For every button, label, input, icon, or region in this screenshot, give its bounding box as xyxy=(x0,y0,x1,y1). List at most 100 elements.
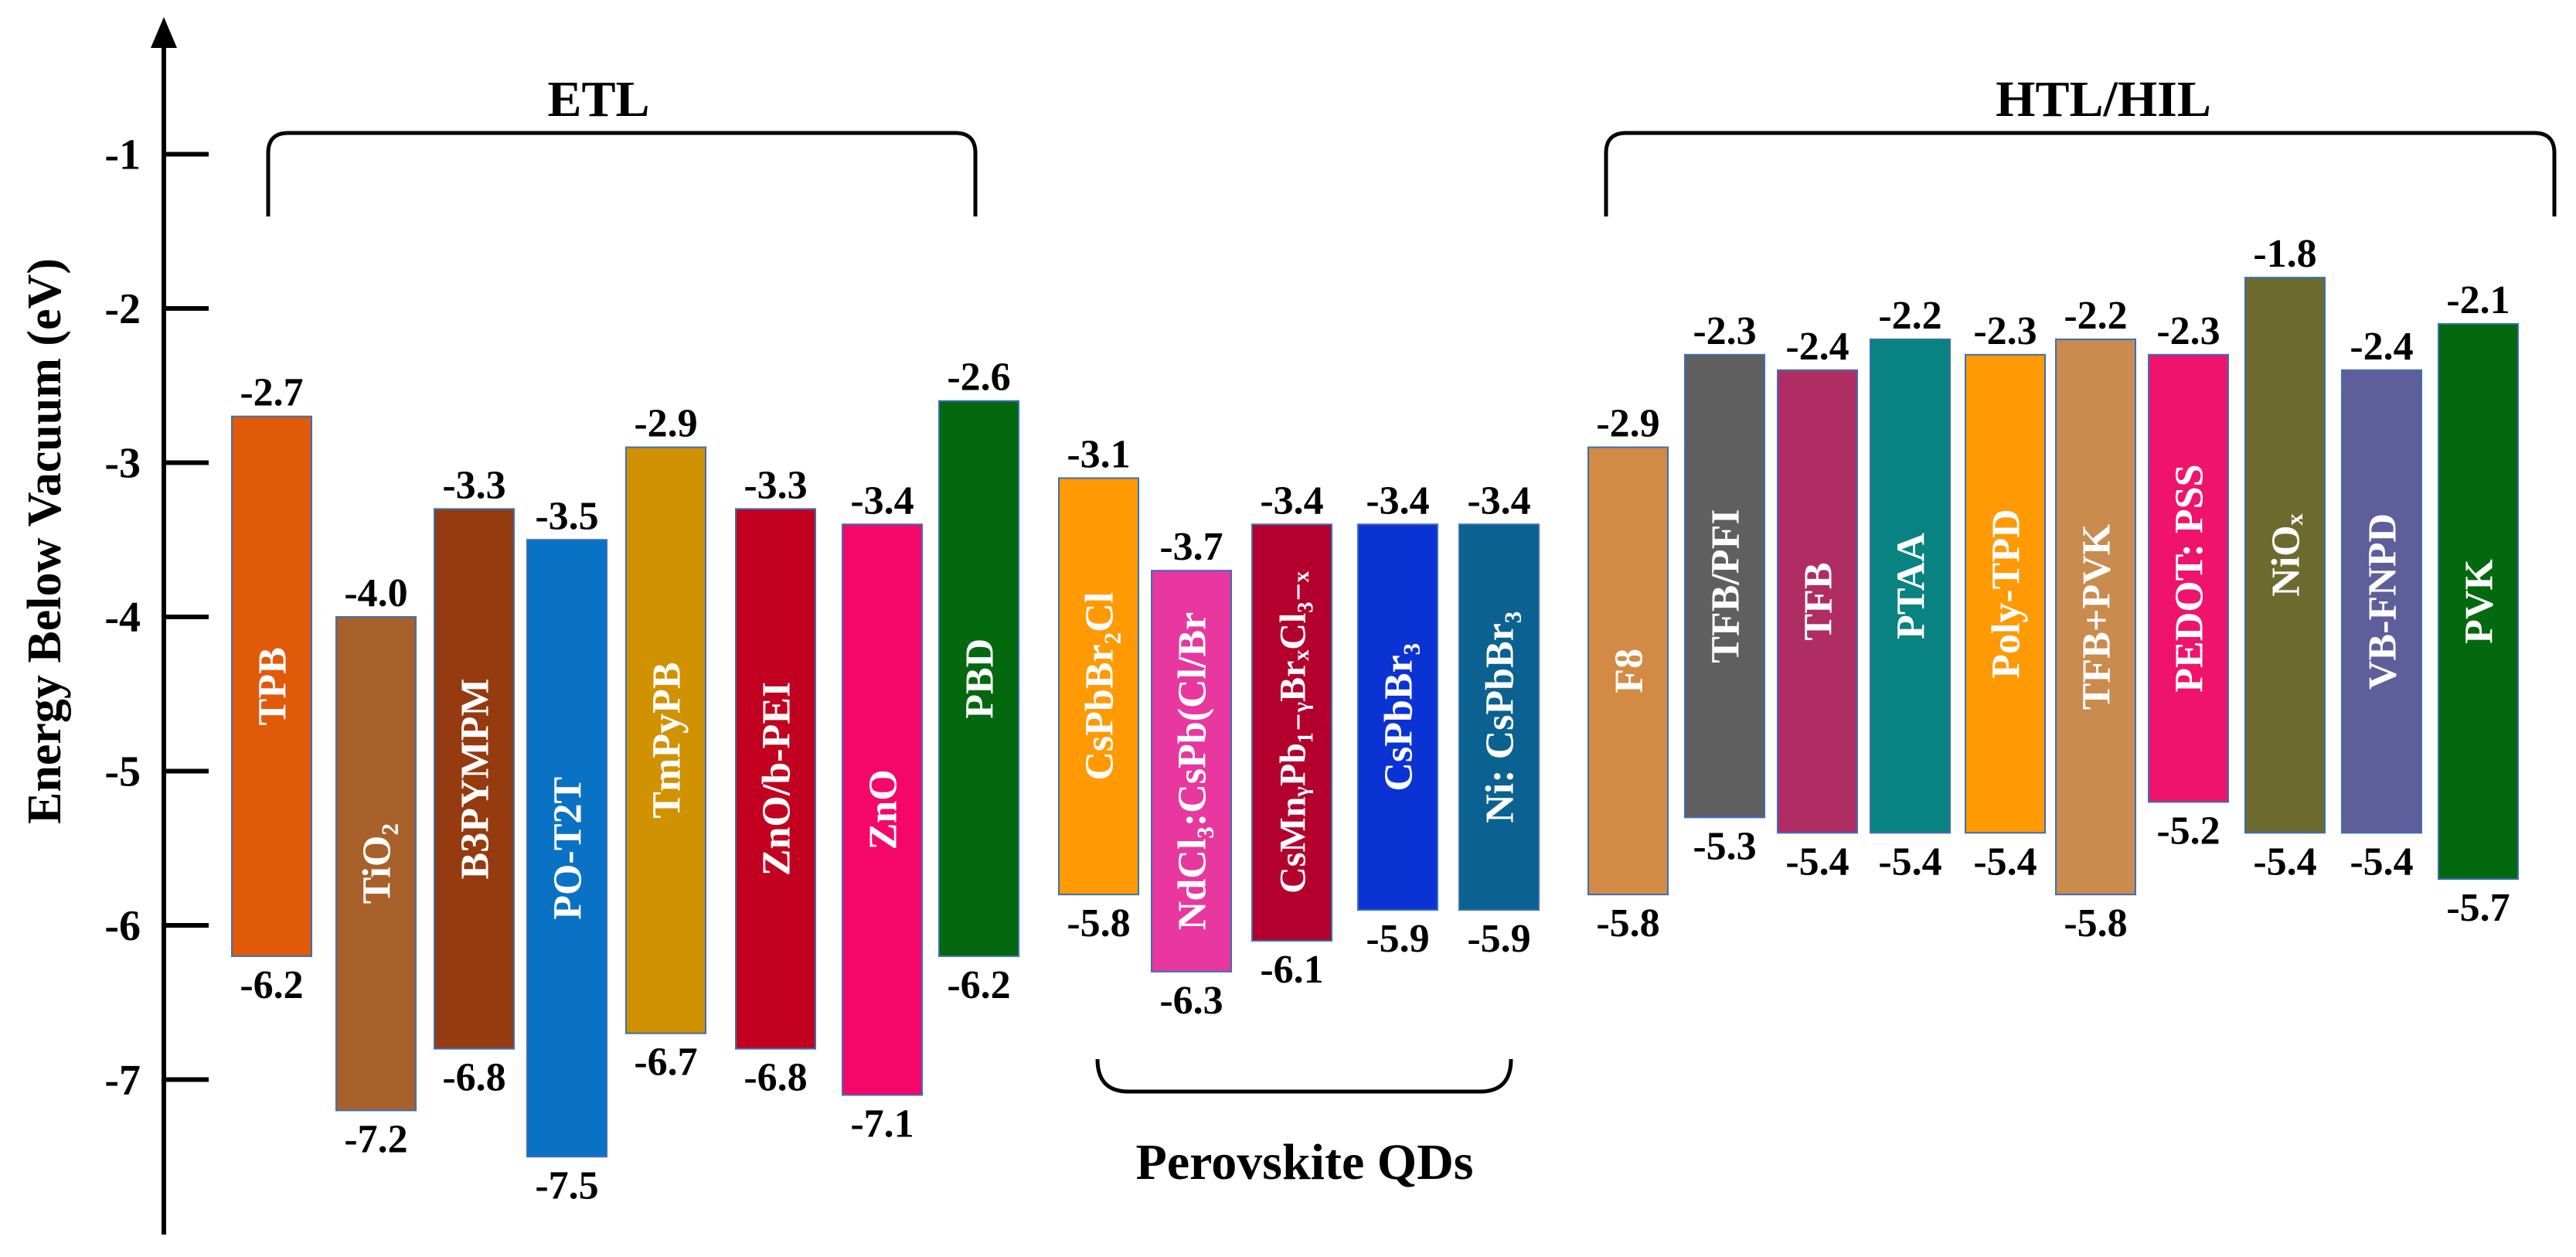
bar-top-value: -2.6 xyxy=(947,356,1010,400)
bar-group: PEDOT: PSS -2.3 -5.2 xyxy=(2148,309,2229,853)
bar-bottom-value: -7.5 xyxy=(535,1163,598,1208)
energy-bar xyxy=(2341,369,2422,834)
y-tick-label: -5 xyxy=(104,748,141,796)
bar-top-value: -2.3 xyxy=(1973,309,2037,353)
bar-layer: TPB -2.7 -6.2 TiO₂ -4.0 -7.2 B3PYMPM -3.3 -6.8 PO… xyxy=(231,232,2519,1208)
bar-name-label: B3PYMPM xyxy=(454,679,498,880)
energy-bar xyxy=(1777,369,1858,834)
bar-name-label: Ni: CsPbBr₃ xyxy=(1479,611,1523,823)
bar-name-label: TFB xyxy=(1797,562,1841,640)
bar-group: PBD -2.6 -6.2 xyxy=(938,356,1019,1007)
bar-top-value: -3.3 xyxy=(744,463,807,507)
bar-group: CsPbBr₃ -3.4 -5.9 xyxy=(1357,479,1438,961)
bar-group: TmPyPB -2.9 -6.7 xyxy=(625,402,706,1085)
bar-name-label: VB-FNPD xyxy=(2361,513,2405,690)
bar-top-value: -3.3 xyxy=(442,463,505,507)
bar-top-value: -2.9 xyxy=(1596,402,1659,446)
bar-group: CsMnᵧPb₁₋ᵧBrₓCl₃₋ₓ -3.4 -6.1 xyxy=(1251,479,1332,992)
bar-top-value: -1.8 xyxy=(2253,232,2316,276)
group-bracket xyxy=(266,131,978,216)
bar-bottom-value: -5.8 xyxy=(1067,901,1130,945)
energy-bar xyxy=(335,616,417,1112)
y-tick-label: -6 xyxy=(104,902,141,950)
energy-bar xyxy=(526,539,607,1158)
bar-group: ZnO -3.4 -7.1 xyxy=(842,479,923,1146)
bar-group: VB-FNPD -2.4 -5.4 xyxy=(2341,325,2422,884)
energy-bar xyxy=(2438,322,2519,881)
energy-bar xyxy=(434,508,515,1050)
bar-group: CsPbBr₂Cl -3.1 -5.8 xyxy=(1058,432,1139,945)
energy-bar xyxy=(1251,523,1332,942)
bar-bottom-value: -6.1 xyxy=(1260,948,1323,992)
bar-group: Poly-TPD -2.3 -5.4 xyxy=(1965,309,2046,884)
bar-group: TFB+PVK -2.2 -5.8 xyxy=(2055,294,2136,945)
bar-bottom-value: -6.2 xyxy=(947,963,1010,1007)
bar-bottom-value: -6.8 xyxy=(442,1056,505,1100)
bar-bottom-value: -5.4 xyxy=(1785,840,1849,884)
bar-top-value: -2.4 xyxy=(2350,325,2413,369)
y-axis-layer: -1 -2 -3 -4 -5 -6 -7 Energy Below Vacuum (eV) xyxy=(19,17,209,1235)
bar-top-value: -2.3 xyxy=(2156,309,2220,353)
bar-group: PTAA -2.2 -5.4 xyxy=(1870,294,1951,884)
energy-bar xyxy=(1965,353,2046,834)
energy-bar xyxy=(1458,523,1540,911)
y-tick-label: -7 xyxy=(104,1057,141,1105)
y-axis-title: Energy Below Vacuum (eV) xyxy=(19,258,71,824)
bar-name-label: TmPyPB xyxy=(645,662,689,818)
bar-group: PVK -2.1 -5.7 xyxy=(2438,278,2519,930)
bar-top-value: -2.3 xyxy=(1693,309,1756,353)
bar-bottom-value: -5.2 xyxy=(2156,809,2220,853)
bar-group: ZnO/b-PEI -3.3 -6.8 xyxy=(735,463,816,1100)
bar-group: F8 -2.9 -5.8 xyxy=(1587,402,1669,945)
bar-name-label: Poly-TPD xyxy=(1985,509,2029,679)
bar-bottom-value: -5.9 xyxy=(1467,917,1530,961)
energy-bar xyxy=(938,400,1019,957)
y-axis-arrowhead xyxy=(151,17,177,48)
energy-bar xyxy=(1058,477,1139,896)
bar-top-value: -2.2 xyxy=(2064,294,2127,338)
bar-top-value: -2.7 xyxy=(240,371,303,415)
bar-bottom-value: -7.2 xyxy=(344,1117,407,1161)
bar-name-label: F8 xyxy=(1608,649,1652,693)
bar-top-value: -3.7 xyxy=(1159,525,1223,569)
bar-group: TPB -2.7 -6.2 xyxy=(231,371,312,1007)
energy-bar xyxy=(1870,338,1951,834)
bar-bottom-value: -6.7 xyxy=(634,1041,697,1085)
bar-name-label: TiO₂ xyxy=(356,823,400,904)
bar-group: Ni: CsPbBr₃ -3.4 -5.9 xyxy=(1458,479,1540,961)
y-tick-label: -2 xyxy=(104,285,141,333)
group-label: HTL/HIL xyxy=(1996,71,2211,128)
bar-name-label: PBD xyxy=(958,639,1002,719)
bar-top-value: -3.4 xyxy=(1366,479,1429,523)
energy-bar xyxy=(2244,277,2326,834)
bar-bottom-value: -5.4 xyxy=(1973,840,2037,884)
energy-bar xyxy=(735,508,816,1050)
bar-bottom-value: -6.8 xyxy=(744,1056,807,1100)
bar-name-label: CsPbBr₂Cl xyxy=(1078,592,1122,781)
bar-bottom-value: -5.8 xyxy=(2064,901,2127,945)
bar-top-value: -2.2 xyxy=(1878,294,1941,338)
bar-top-value: -3.4 xyxy=(1467,479,1530,523)
bar-bottom-value: -5.8 xyxy=(1596,901,1659,945)
bar-bottom-value: -5.7 xyxy=(2446,886,2510,930)
bar-name-label: TFB/PFI xyxy=(1704,509,1748,663)
bar-bottom-value: -6.2 xyxy=(240,963,303,1007)
bar-top-value: -3.5 xyxy=(535,494,598,538)
energy-bar xyxy=(1684,353,1765,819)
bar-group: B3PYMPM -3.3 -6.8 xyxy=(434,463,515,1100)
energy-bar xyxy=(1357,523,1438,911)
energy-bar xyxy=(2148,353,2229,803)
bar-name-label: PVK xyxy=(2458,559,2502,644)
bar-group: PO-T2T -3.5 -7.5 xyxy=(526,494,607,1208)
bar-name-label: CsPbBr₃ xyxy=(1377,643,1421,792)
group-bracket-layer: ETL Perovskite QDs HTL/HIL xyxy=(266,71,2557,1191)
bar-name-label: PO-T2T xyxy=(546,777,590,920)
bar-name-label: TPB xyxy=(251,647,295,725)
bar-top-value: -2.4 xyxy=(1785,325,1849,369)
energy-bar xyxy=(1587,446,1669,896)
bar-name-label: PEDOT: PSS xyxy=(2168,465,2212,693)
bar-name-label: CsMnᵧPb₁₋ᵧBrₓCl₃₋ₓ xyxy=(1272,571,1313,894)
bar-top-value: -3.1 xyxy=(1067,432,1130,476)
bar-group: NiOₓ -1.8 -5.4 xyxy=(2244,232,2326,884)
